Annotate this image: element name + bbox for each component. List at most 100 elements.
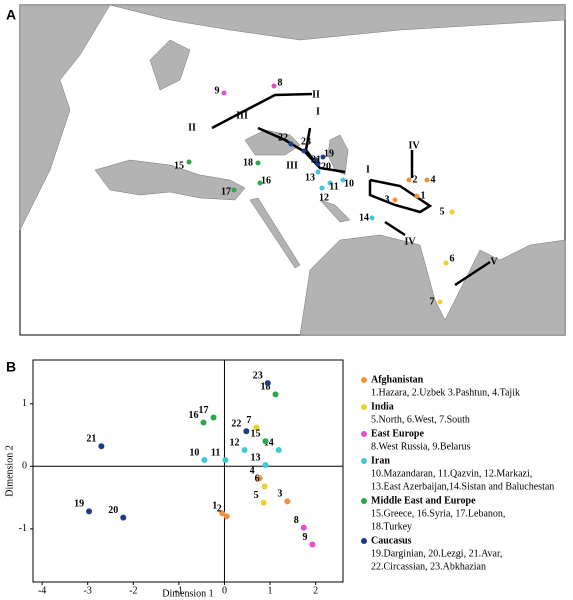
map-point — [449, 209, 455, 215]
legend-marker — [361, 404, 367, 410]
legend-description: 13.East Azerbaijan,14.Sistan and Baluche… — [371, 481, 554, 492]
map-point — [186, 159, 192, 165]
data-point — [223, 513, 230, 520]
map-point-label: 5 — [440, 206, 445, 217]
map-point-label: 1 — [421, 190, 426, 201]
x-tick-label: -3 — [84, 585, 92, 596]
legend-label: India — [371, 401, 394, 412]
map-point-label: 15 — [174, 160, 184, 171]
zone-label: V — [490, 256, 498, 267]
map-point-label: 22 — [278, 132, 288, 143]
zone-line — [211, 92, 313, 130]
legend-label: Iran — [371, 455, 390, 466]
map-point-label: 4 — [431, 174, 436, 185]
legend-label: Caucasus — [371, 535, 412, 546]
map-point-label: 9 — [215, 85, 220, 96]
zone-label: I — [366, 164, 370, 175]
point-label: 2 — [217, 504, 222, 515]
data-point — [219, 510, 226, 517]
map-point — [424, 177, 430, 183]
map-point-label: 13 — [305, 172, 315, 183]
data-point — [222, 457, 229, 464]
y-tick-label: 1 — [22, 398, 27, 409]
legend-description: 10.Mazandaran, 11.Qazvin, 12.Markazi, — [371, 468, 532, 479]
point-label: 16 — [189, 410, 199, 421]
data-point — [272, 391, 279, 398]
legend-description: 22.Circassian, 23.Abkhazian — [371, 561, 486, 572]
x-tick-label: 2 — [313, 585, 318, 596]
map-point-label: 3 — [385, 194, 390, 205]
point-label: 13 — [251, 452, 261, 463]
zone-label: III — [286, 160, 298, 171]
y-tick-label: -1 — [19, 523, 27, 534]
zone-label: I — [316, 106, 320, 117]
legend-description: 18.Turkey — [371, 521, 412, 532]
map-point — [340, 177, 346, 183]
map-point — [288, 141, 294, 147]
map-point — [301, 148, 307, 154]
zone-label: II — [188, 122, 196, 133]
map-point — [271, 83, 277, 89]
map-point — [315, 161, 321, 167]
point-label: 11 — [211, 447, 220, 458]
zone-line — [384, 220, 406, 237]
data-point — [98, 443, 105, 450]
map-point — [231, 187, 237, 193]
map-point-label: 16 — [261, 175, 271, 186]
plot-frame — [32, 359, 344, 583]
map-point — [414, 193, 420, 199]
legend-marker — [361, 538, 367, 544]
y-axis-label: Dimension 2 — [4, 445, 15, 496]
map-point-label: 21 — [311, 154, 321, 165]
point-label: 6 — [255, 474, 260, 485]
x-tick-label: 1 — [268, 585, 273, 596]
legend-marker — [361, 377, 367, 383]
map-point — [369, 215, 375, 221]
map-point-label: 6 — [450, 253, 455, 264]
point-label: 15 — [251, 429, 261, 440]
map-point-label: 7 — [430, 296, 435, 307]
data-point — [241, 447, 248, 454]
data-point — [253, 424, 260, 431]
point-label: 23 — [253, 370, 263, 381]
map-point — [313, 157, 319, 163]
map-point — [255, 160, 261, 166]
zone-label: II — [312, 89, 320, 100]
data-point — [86, 508, 93, 515]
point-label: 18 — [261, 382, 271, 393]
data-point — [264, 380, 271, 387]
map-point-label: 12 — [319, 192, 329, 203]
map-point-label: 18 — [243, 157, 253, 168]
x-tick-label: 0 — [222, 585, 227, 596]
legend-label: Afghanistan — [371, 374, 424, 385]
legend-label: East Europe — [371, 428, 424, 439]
map-point — [443, 260, 449, 266]
zone-label: IV — [408, 140, 420, 151]
point-label: 9 — [302, 532, 307, 543]
x-tick-label: -4 — [38, 585, 46, 596]
map-point — [437, 299, 443, 305]
map-point-label: 10 — [344, 178, 354, 189]
map-point — [257, 180, 263, 186]
map-point-label: 23 — [301, 136, 311, 147]
ocean — [19, 4, 111, 231]
legend-description: 19.Darginian, 20.Lezgi, 21.Avar, — [371, 548, 502, 559]
data-point — [243, 428, 250, 435]
point-label: 1 — [212, 501, 217, 512]
point-label: 7 — [246, 415, 251, 426]
data-point — [284, 498, 291, 505]
point-label: 4 — [250, 465, 255, 476]
data-point — [260, 499, 267, 506]
map-point-label: 14 — [359, 212, 369, 223]
point-label: 12 — [230, 437, 240, 448]
map-point-label: 19 — [324, 148, 334, 159]
y-tick-label: 0 — [22, 461, 27, 472]
map-point — [392, 197, 398, 203]
map-point — [320, 154, 326, 160]
data-point — [275, 447, 282, 454]
point-label: 5 — [254, 490, 259, 501]
ocean — [299, 234, 566, 336]
x-axis-label: Dimension 1 — [162, 588, 213, 599]
point-label: 10 — [189, 447, 199, 458]
sea — [149, 39, 191, 91]
